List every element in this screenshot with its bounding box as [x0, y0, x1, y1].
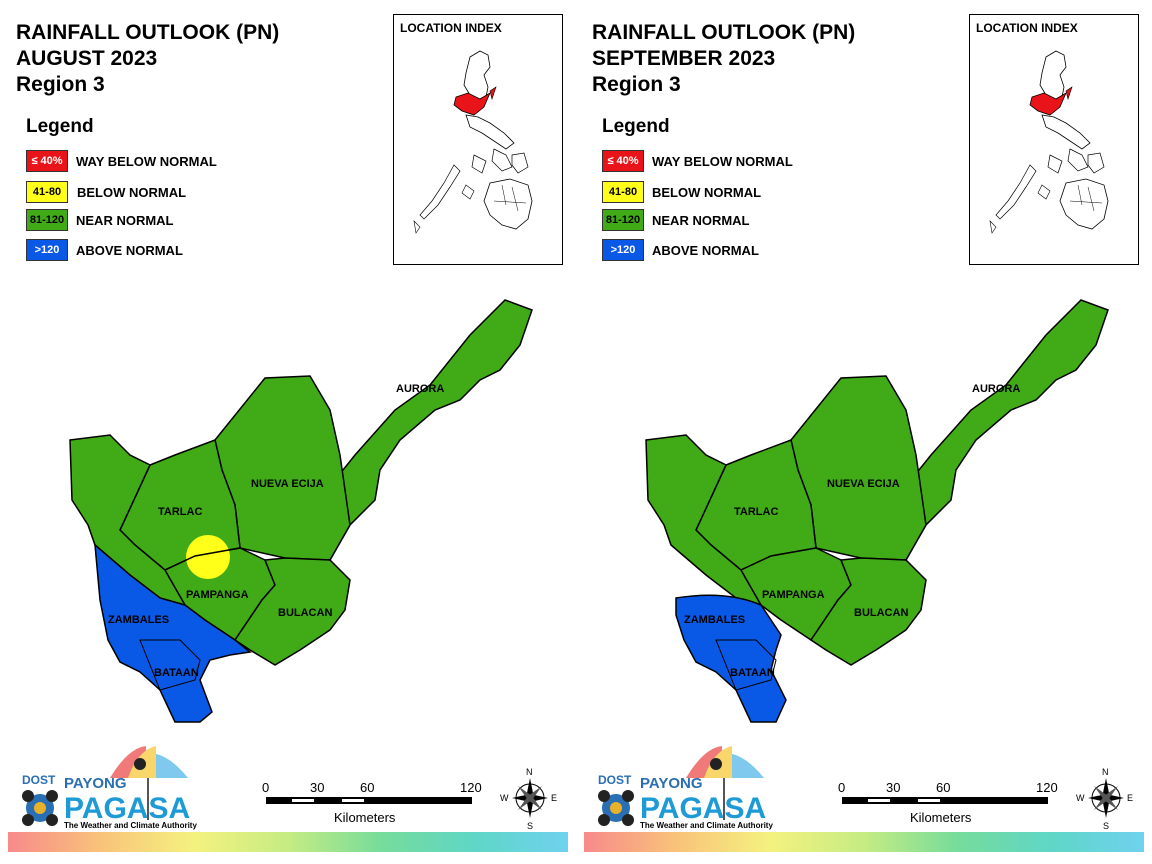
location-index-title: LOCATION INDEX — [976, 21, 1078, 35]
scale-bar: 0 30 60 120 Kilometers — [262, 780, 492, 830]
logo-payong-text: PAYONG — [640, 775, 703, 792]
province-label-bulacan: BULACAN — [854, 607, 908, 619]
legend-label: NEAR NORMAL — [76, 213, 174, 228]
map-title: RAINFALL OUTLOOK (PN) AUGUST 2023 Region… — [16, 20, 279, 98]
legend-swatch: >120 — [26, 239, 68, 261]
bulacan-province — [809, 557, 927, 666]
province-label-zambales: ZAMBALES — [684, 614, 745, 626]
compass-s: S — [1103, 821, 1109, 830]
region-3-rainfall-map: AURORA NUEVA ECIJA TARLAC PAMPANGA BULAC… — [69, 299, 533, 723]
region-3-rainfall-map: AURORA NUEVA ECIJA TARLAC PAMPANGA BULAC… — [645, 299, 1109, 723]
scale-tick: 60 — [936, 780, 951, 795]
compass-rose-icon: N S E W — [1076, 766, 1136, 831]
legend-title: Legend — [602, 116, 670, 137]
title-line-3: Region 3 — [592, 73, 681, 96]
philippines-outline — [989, 50, 1109, 234]
legend-label: WAY BELOW NORMAL — [76, 154, 217, 169]
scale-tick: 60 — [360, 780, 375, 795]
logo-tagline: The Weather and Climate Authority — [640, 821, 773, 830]
scale-bar: 0 30 60 120 Kilometers — [838, 780, 1068, 830]
compass-n: N — [526, 767, 533, 777]
province-label-tarlac: TARLAC — [158, 506, 202, 518]
legend-label: ABOVE NORMAL — [76, 243, 183, 258]
province-label-aurora: AURORA — [972, 383, 1020, 395]
legend-swatch: 41-80 — [602, 181, 644, 203]
title-line-2: AUGUST 2023 — [16, 47, 158, 70]
logo-dost-text: DOST — [22, 773, 56, 787]
compass-s: S — [527, 821, 533, 830]
color-strip — [584, 832, 1144, 852]
province-label-bataan: BATAAN — [730, 667, 775, 679]
august-outlook-panel: RAINFALL OUTLOOK (PN) AUGUST 2023 Region… — [8, 14, 568, 852]
compass-e: E — [1127, 793, 1133, 803]
aurora-province — [900, 299, 1109, 563]
aurora-province — [324, 299, 533, 563]
logo-tagline: The Weather and Climate Authority — [64, 821, 197, 830]
legend-label: WAY BELOW NORMAL — [652, 154, 793, 169]
compass-n: N — [1102, 767, 1109, 777]
legend-label: BELOW NORMAL — [652, 185, 762, 200]
logo-payong-text: PAYONG — [64, 775, 127, 792]
province-label-bataan: BATAAN — [154, 667, 199, 679]
pagasa-logo: DOST PAYONG PAGASA The Weather and Clima… — [594, 738, 794, 832]
pagasa-logo: DOST PAYONG PAGASA The Weather and Clima… — [18, 738, 218, 832]
logo-pagasa-text: PAGASA — [64, 792, 190, 825]
location-index-title: LOCATION INDEX — [400, 21, 502, 35]
legend-swatch: 81-120 — [26, 209, 68, 231]
bataan-border — [139, 639, 201, 691]
scale-tick: 30 — [310, 780, 325, 795]
province-label-aurora: AURORA — [396, 383, 444, 395]
region-3-highlight — [1029, 92, 1067, 116]
bataan-border — [715, 639, 777, 691]
province-label-bulacan: BULACAN — [278, 607, 332, 619]
legend-swatch: ≤ 40% — [26, 150, 68, 172]
september-outlook-panel: RAINFALL OUTLOOK (PN) SEPTEMBER 2023 Reg… — [576, 0, 1152, 864]
legend-label: ABOVE NORMAL — [652, 243, 759, 258]
logo-pagasa-text: PAGASA — [640, 792, 766, 825]
legend-swatch: 81-120 — [602, 209, 644, 231]
above-normal-area — [94, 543, 252, 723]
legend-swatch: ≤ 40% — [602, 150, 644, 172]
location-index-map: LOCATION INDEX — [393, 14, 563, 265]
title-line-2: SEPTEMBER 2023 — [592, 47, 776, 70]
scale-units: Kilometers — [334, 810, 396, 825]
philippines-outline — [413, 50, 533, 234]
province-label-pampanga: PAMPANGA — [762, 589, 825, 601]
legend-label: NEAR NORMAL — [652, 213, 750, 228]
title-line-1: RAINFALL OUTLOOK (PN) — [592, 21, 856, 44]
province-label-nueva-ecija: NUEVA ECIJA — [827, 478, 900, 490]
region-3-highlight — [453, 92, 491, 116]
title-line-3: Region 3 — [16, 73, 105, 96]
legend-title: Legend — [26, 116, 94, 137]
logo-dost-text: DOST — [598, 773, 632, 787]
legend-swatch: >120 — [602, 239, 644, 261]
scale-tick: 0 — [838, 780, 846, 795]
province-label-zambales: ZAMBALES — [108, 614, 169, 626]
compass-e: E — [551, 793, 557, 803]
province-label-pampanga: PAMPANGA — [186, 589, 249, 601]
scale-tick: 0 — [262, 780, 270, 795]
scale-units: Kilometers — [910, 810, 972, 825]
location-index-map: LOCATION INDEX — [969, 14, 1139, 265]
scale-tick: 120 — [1036, 780, 1058, 795]
map-title: RAINFALL OUTLOOK (PN) SEPTEMBER 2023 Reg… — [592, 20, 855, 98]
province-label-nueva-ecija: NUEVA ECIJA — [251, 478, 324, 490]
bulacan-province — [233, 557, 351, 666]
color-strip — [8, 832, 568, 852]
title-line-1: RAINFALL OUTLOOK (PN) — [16, 21, 280, 44]
scale-tick: 120 — [460, 780, 482, 795]
below-normal-area — [186, 535, 230, 579]
legend-swatch: 41-80 — [26, 181, 68, 203]
compass-w: W — [500, 793, 509, 803]
compass-rose-icon: N S E W — [500, 766, 560, 831]
above-normal-area — [675, 594, 787, 723]
scale-tick: 30 — [886, 780, 901, 795]
legend-label: BELOW NORMAL — [77, 185, 187, 200]
compass-w: W — [1076, 793, 1085, 803]
province-label-tarlac: TARLAC — [734, 506, 778, 518]
